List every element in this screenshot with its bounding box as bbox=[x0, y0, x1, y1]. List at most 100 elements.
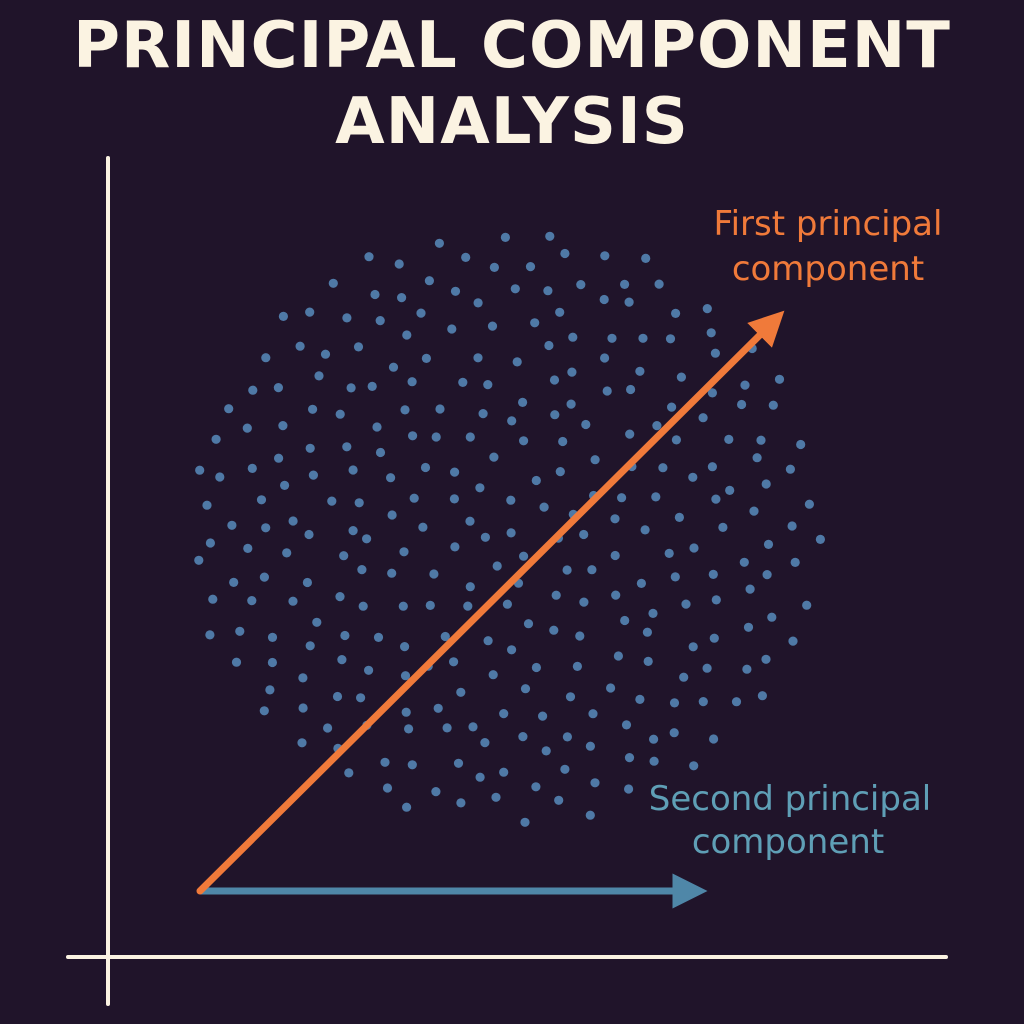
data-point bbox=[353, 342, 364, 352]
data-point bbox=[763, 539, 774, 550]
title-line-2: ANALYSIS bbox=[335, 85, 689, 159]
data-point bbox=[538, 711, 548, 721]
data-point bbox=[635, 366, 645, 376]
data-point bbox=[718, 522, 728, 533]
data-point bbox=[740, 380, 750, 390]
data-point bbox=[348, 465, 358, 475]
data-point bbox=[568, 332, 578, 342]
data-point bbox=[282, 548, 292, 558]
data-point bbox=[707, 462, 718, 472]
data-point bbox=[590, 778, 600, 788]
data-point bbox=[520, 684, 531, 694]
data-point bbox=[242, 423, 252, 433]
data-point bbox=[531, 475, 541, 486]
data-point bbox=[211, 434, 221, 444]
data-point bbox=[550, 410, 560, 420]
data-point bbox=[382, 783, 393, 793]
data-point bbox=[565, 692, 576, 702]
data-point bbox=[599, 294, 609, 305]
data-point bbox=[267, 657, 277, 668]
data-point bbox=[555, 467, 565, 477]
data-point bbox=[465, 582, 475, 592]
data-point bbox=[621, 720, 632, 730]
data-point bbox=[788, 636, 798, 646]
data-point bbox=[433, 703, 443, 713]
data-point bbox=[519, 436, 529, 446]
data-point bbox=[372, 422, 382, 432]
data-point bbox=[394, 259, 404, 269]
data-point bbox=[387, 510, 397, 520]
data-point bbox=[756, 435, 766, 445]
data-point bbox=[635, 694, 645, 705]
second-component-label-line-2: component bbox=[692, 822, 884, 862]
data-point bbox=[796, 439, 806, 450]
data-point bbox=[600, 353, 610, 363]
data-point bbox=[488, 670, 498, 680]
data-point bbox=[332, 691, 343, 702]
data-point bbox=[626, 384, 636, 395]
data-point bbox=[435, 404, 445, 414]
data-point bbox=[473, 353, 483, 363]
data-point bbox=[658, 463, 668, 473]
data-point bbox=[304, 529, 314, 540]
data-point bbox=[288, 516, 298, 526]
data-point bbox=[785, 464, 796, 474]
data-point bbox=[790, 557, 800, 568]
data-point bbox=[642, 627, 653, 637]
data-point bbox=[327, 496, 337, 506]
data-point bbox=[624, 753, 635, 763]
data-point bbox=[342, 313, 352, 323]
data-point bbox=[649, 756, 659, 766]
data-point bbox=[450, 286, 461, 296]
data-point bbox=[518, 397, 528, 407]
data-point bbox=[298, 703, 308, 713]
data-point bbox=[562, 732, 573, 742]
data-point bbox=[265, 685, 275, 695]
data-point bbox=[323, 723, 333, 733]
data-point bbox=[602, 386, 612, 396]
data-point bbox=[447, 324, 457, 334]
data-point bbox=[424, 276, 434, 286]
data-point bbox=[288, 596, 298, 606]
data-point bbox=[308, 404, 318, 414]
data-point bbox=[407, 377, 417, 387]
data-point bbox=[523, 619, 534, 629]
data-point bbox=[689, 761, 699, 771]
data-point bbox=[787, 521, 797, 531]
data-point bbox=[205, 630, 215, 640]
data-point bbox=[648, 608, 658, 619]
data-point bbox=[665, 334, 676, 344]
data-point bbox=[506, 495, 516, 505]
data-point bbox=[549, 375, 560, 385]
data-point bbox=[267, 632, 278, 643]
data-point bbox=[480, 532, 490, 542]
data-point bbox=[483, 636, 493, 646]
data-point bbox=[500, 232, 510, 242]
data-point bbox=[340, 630, 350, 641]
data-point bbox=[774, 374, 785, 384]
data-point bbox=[386, 473, 396, 483]
data-point bbox=[625, 429, 635, 439]
data-point bbox=[585, 741, 596, 751]
data-point bbox=[375, 447, 386, 458]
data-point bbox=[458, 377, 468, 387]
first-component-label-line-1: First principal bbox=[714, 204, 943, 244]
data-point bbox=[205, 538, 215, 548]
data-point bbox=[507, 645, 517, 655]
data-points bbox=[194, 231, 826, 827]
data-point bbox=[434, 238, 444, 248]
data-point bbox=[742, 664, 752, 674]
data-point bbox=[499, 709, 509, 719]
data-point bbox=[305, 641, 315, 651]
data-point bbox=[743, 622, 754, 632]
first-component-label-line-2: component bbox=[732, 249, 924, 289]
data-point bbox=[767, 612, 777, 622]
data-point bbox=[636, 578, 647, 589]
data-point bbox=[473, 298, 483, 308]
data-point bbox=[698, 697, 708, 707]
data-point bbox=[588, 709, 598, 719]
data-point bbox=[512, 357, 522, 367]
first-component-arrow bbox=[196, 310, 785, 895]
data-point bbox=[468, 722, 478, 732]
